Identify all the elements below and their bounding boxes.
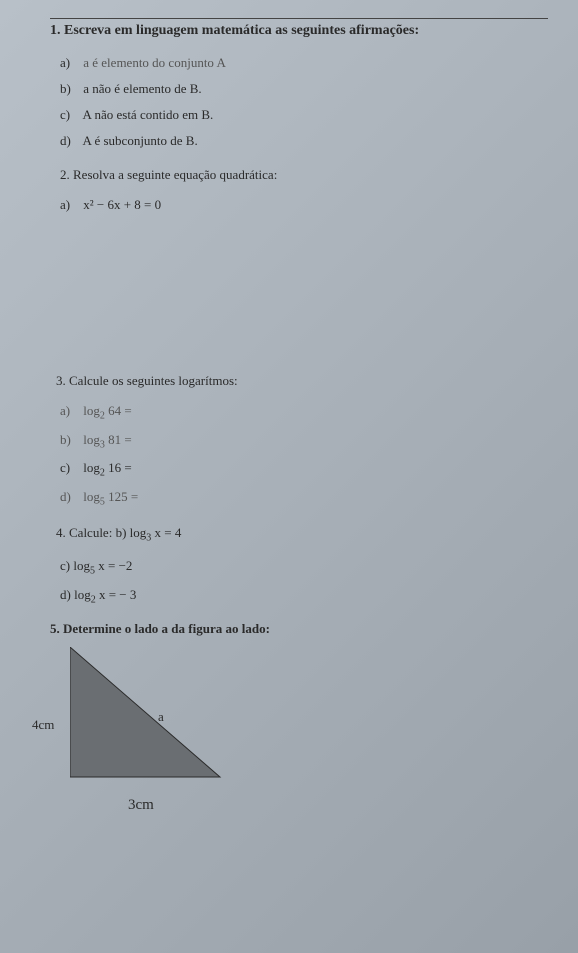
q4-c-post: x = −2 xyxy=(95,558,132,573)
q3-b-pre: log xyxy=(83,432,100,447)
triangle-bottom-label: 3cm xyxy=(128,797,154,814)
q5-heading: 5. Determine o lado a da figura ao lado: xyxy=(50,621,548,637)
q1-item-c: c) A não está contido em B. xyxy=(60,107,548,123)
q3-heading: 3. Calcule os seguintes logarítmos: xyxy=(56,373,548,389)
q1-heading: 1. Escreva em linguagem matemática as se… xyxy=(50,18,548,39)
q3-d-label: d) xyxy=(60,489,80,505)
q1-c-text: A não está contido em B. xyxy=(83,107,214,122)
q3-c-post: 16 = xyxy=(105,460,132,475)
q1-item-a: a) a é elemento do conjunto A xyxy=(60,55,548,71)
q2-a-text: x² − 6x + 8 = 0 xyxy=(83,197,161,212)
q1-item-b: b) a não é elemento de B. xyxy=(60,81,548,97)
q3-d-post: 125 = xyxy=(105,489,138,504)
q3-b-label: b) xyxy=(60,432,80,448)
q3-item-d: d) log5 125 = xyxy=(60,489,548,508)
q4-heading: 4. Calcule: b) log3 x = 4 xyxy=(56,525,548,544)
q3-a-pre: log xyxy=(83,403,100,418)
q4-c-pre: log xyxy=(73,558,90,573)
q1-c-label: c) xyxy=(60,107,80,123)
q3-d-pre: log xyxy=(83,489,100,504)
q4-c-label: c) xyxy=(60,558,73,573)
q3-a-post: 64 = xyxy=(105,403,132,418)
q1-item-d: d) A é subconjunto de B. xyxy=(60,133,548,149)
triangle-figure: 4cm a 3cm xyxy=(50,647,250,807)
q2-heading: 2. Resolva a seguinte equação quadrática… xyxy=(60,167,548,183)
triangle-shape xyxy=(70,647,220,777)
q3-c-label: c) xyxy=(60,460,80,476)
q2-item-a: a) x² − 6x + 8 = 0 xyxy=(60,197,548,213)
q4-heading-post: x = 4 xyxy=(151,525,181,540)
triangle-svg xyxy=(70,647,230,787)
q1-b-text: a não é elemento de B. xyxy=(83,81,201,96)
q3-item-b: b) log3 81 = xyxy=(60,432,548,451)
q1-a-label: a) xyxy=(60,55,80,71)
q4-d-label: d) xyxy=(60,587,74,602)
q1-b-label: b) xyxy=(60,81,80,97)
q3-item-c: c) log2 16 = xyxy=(60,460,548,479)
q3-b-post: 81 = xyxy=(105,432,132,447)
q3-a-label: a) xyxy=(60,403,80,419)
q3-c-pre: log xyxy=(83,460,100,475)
q2-a-label: a) xyxy=(60,197,80,213)
q4-heading-pre: 4. Calcule: b) log xyxy=(56,525,146,540)
q1-d-text: A é subconjunto de B. xyxy=(83,133,198,148)
q4-d-pre: log xyxy=(74,587,91,602)
q3-item-a: a) log2 64 = xyxy=(60,403,548,422)
q1-d-label: d) xyxy=(60,133,80,149)
q4-item-c: c) log5 x = −2 xyxy=(60,558,548,577)
triangle-left-label: 4cm xyxy=(32,717,54,733)
triangle-hypotenuse-label: a xyxy=(158,709,164,725)
q1-a-text: a é elemento do conjunto A xyxy=(83,55,226,70)
q4-d-post: x = − 3 xyxy=(96,587,137,602)
q4-item-d: d) log2 x = − 3 xyxy=(60,587,548,606)
